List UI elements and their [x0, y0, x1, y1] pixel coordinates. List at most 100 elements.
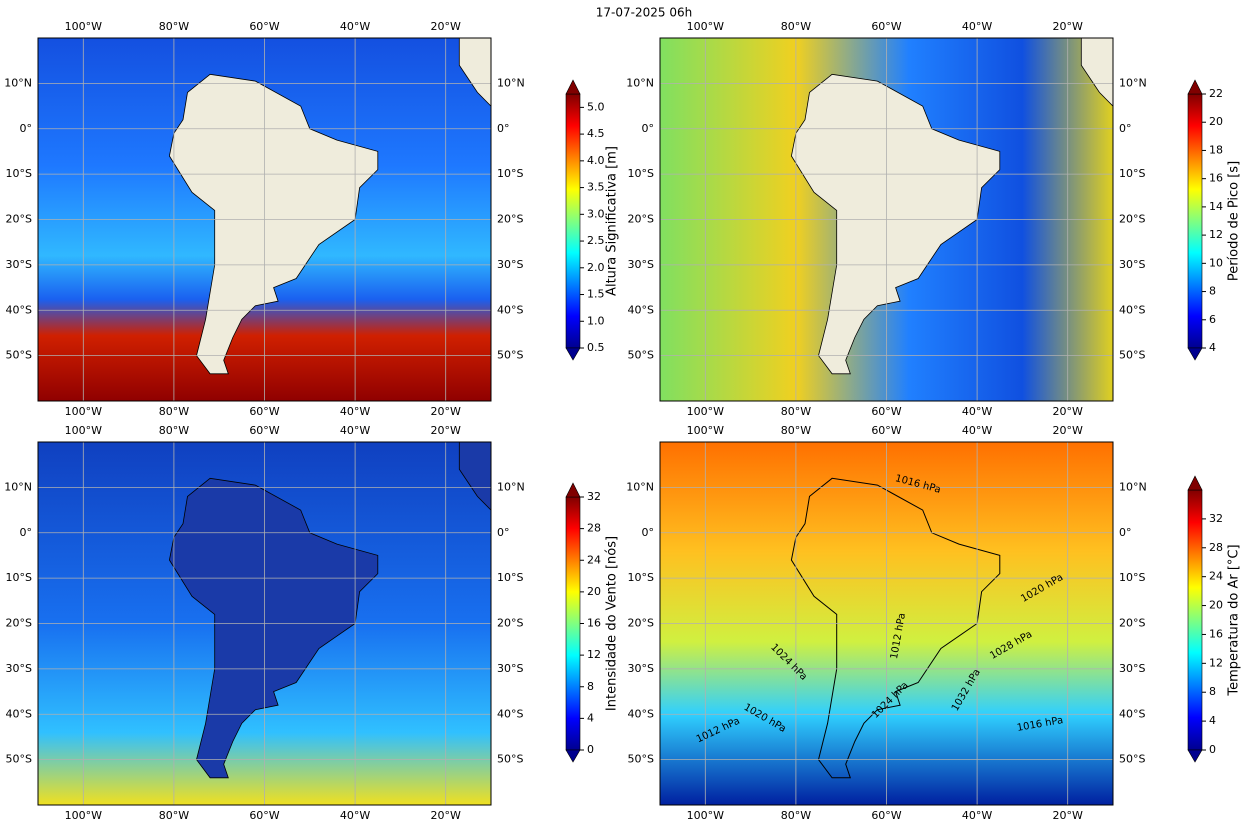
lat-tick-label: 50°S	[628, 349, 654, 362]
colorbar-tick-label: 12	[1209, 228, 1223, 241]
lat-tick-label: 30°S	[6, 662, 32, 675]
lat-tick-label: 10°S	[6, 571, 32, 584]
colorbar	[1187, 489, 1203, 751]
colorbar-tick-label: 12	[1209, 656, 1223, 669]
lon-tick-label: 40°W	[340, 424, 370, 437]
map-frame	[37, 37, 492, 402]
map-frame	[659, 37, 1114, 402]
lon-tick-label: 100°W	[687, 405, 724, 418]
lon-tick-label: 100°W	[687, 424, 724, 437]
lon-tick-label: 80°W	[781, 405, 811, 418]
lon-tick-label: 40°W	[340, 20, 370, 33]
lon-tick-label: 80°W	[781, 20, 811, 33]
lat-tick-label: 20°S	[6, 617, 32, 630]
colorbar-label: Temperatura do Ar [°C]	[1227, 544, 1242, 696]
colorbar-tick-label: 6	[1209, 313, 1216, 326]
coastline	[790, 477, 1001, 779]
colorbar-tick-label: 3.5	[587, 181, 605, 194]
lon-tick-label: 60°W	[871, 424, 901, 437]
lat-tick-label: 30°S	[628, 258, 654, 271]
colorbar-tick-label: 4.0	[587, 154, 605, 167]
colorbar-tick-label: 28	[587, 522, 601, 535]
lon-tick-label: 80°W	[159, 809, 189, 822]
colorbar-extend	[1187, 475, 1203, 491]
lat-tick-label: 0°	[642, 122, 655, 135]
lon-tick-label: 80°W	[159, 405, 189, 418]
colorbar-tick-label: 8	[587, 680, 594, 693]
lat-tick-label: 10°S	[1119, 167, 1145, 180]
lat-tick-label: 0°	[20, 526, 33, 539]
lat-tick-label: 40°S	[1119, 707, 1145, 720]
lat-tick-label: 50°S	[628, 753, 654, 766]
colorbar-extend	[1187, 749, 1203, 763]
colorbar-tick-label: 8	[1209, 685, 1216, 698]
colorbar-label: Intensidade do Vento [nós]	[605, 536, 620, 711]
lon-tick-label: 40°W	[962, 20, 992, 33]
colorbar-tick-label: 1.5	[587, 288, 605, 301]
colorbar-tick-label: 24	[587, 553, 601, 566]
lat-tick-label: 40°S	[628, 707, 654, 720]
colorbar-tick-label: 16	[1209, 172, 1223, 185]
lon-tick-label: 100°W	[65, 424, 102, 437]
lon-tick-label: 80°W	[159, 20, 189, 33]
lat-tick-label: 10°S	[497, 167, 523, 180]
colorbar-tick-label: 28	[1209, 541, 1223, 554]
lon-tick-label: 80°W	[781, 424, 811, 437]
lon-tick-label: 60°W	[249, 809, 279, 822]
lat-tick-label: 0°	[497, 122, 510, 135]
lat-tick-label: 0°	[1119, 526, 1132, 539]
lon-tick-label: 60°W	[871, 405, 901, 418]
colorbar-tick-label: 2.5	[587, 234, 605, 247]
colorbar-tick-label: 0	[1209, 743, 1216, 756]
lat-tick-label: 40°S	[628, 303, 654, 316]
lon-tick-label: 100°W	[65, 405, 102, 418]
colorbar-tick-label: 8	[1209, 285, 1216, 298]
lat-tick-label: 10°N	[626, 76, 654, 89]
colorbar-tick-label: 18	[1209, 143, 1223, 156]
colorbar-tick-label: 16	[1209, 627, 1223, 640]
lat-tick-label: 30°S	[497, 258, 523, 271]
colorbar-tick-label: 24	[1209, 570, 1223, 583]
lat-tick-label: 10°S	[6, 167, 32, 180]
lat-tick-label: 20°S	[1119, 213, 1145, 226]
lat-tick-label: 40°S	[6, 303, 32, 316]
lon-tick-label: 100°W	[687, 20, 724, 33]
lat-tick-label: 50°S	[6, 753, 32, 766]
colorbar-tick-label: 5.0	[587, 100, 605, 113]
lon-tick-label: 80°W	[159, 424, 189, 437]
colorbar-tick-label: 0.5	[587, 341, 605, 354]
lon-tick-label: 20°W	[431, 405, 461, 418]
colorbar-tick-label: 12	[587, 648, 601, 661]
colorbar-tick-label: 4	[1209, 341, 1216, 354]
lat-tick-label: 20°S	[497, 213, 523, 226]
lon-tick-label: 40°W	[962, 809, 992, 822]
colorbar-tick-label: 20	[1209, 599, 1223, 612]
lat-tick-label: 10°N	[1119, 76, 1147, 89]
lon-tick-label: 40°W	[340, 405, 370, 418]
lat-tick-label: 40°S	[497, 707, 523, 720]
colorbar-tick-label: 32	[587, 490, 601, 503]
colorbar-label: Altura Significativa [m]	[605, 146, 620, 296]
colorbar-tick-label: 2.0	[587, 261, 605, 274]
lon-tick-label: 20°W	[1053, 809, 1083, 822]
lat-tick-label: 0°	[497, 526, 510, 539]
lat-tick-label: 10°N	[4, 76, 32, 89]
lon-tick-label: 20°W	[431, 20, 461, 33]
lon-tick-label: 60°W	[871, 809, 901, 822]
colorbar-tick-label: 22	[1209, 87, 1223, 100]
lon-tick-label: 40°W	[962, 424, 992, 437]
lon-tick-label: 100°W	[65, 809, 102, 822]
lon-tick-label: 40°W	[962, 405, 992, 418]
colorbar-tick-label: 20	[587, 585, 601, 598]
lat-tick-label: 40°S	[497, 303, 523, 316]
lon-tick-label: 40°W	[340, 809, 370, 822]
lon-tick-label: 20°W	[431, 424, 461, 437]
lat-tick-label: 30°S	[628, 662, 654, 675]
lat-tick-label: 20°S	[628, 617, 654, 630]
lon-tick-label: 100°W	[65, 20, 102, 33]
colorbar-tick-label: 1.0	[587, 314, 605, 327]
lat-tick-label: 0°	[20, 122, 33, 135]
lat-tick-label: 10°N	[497, 480, 525, 493]
colorbar-extend	[565, 347, 581, 361]
